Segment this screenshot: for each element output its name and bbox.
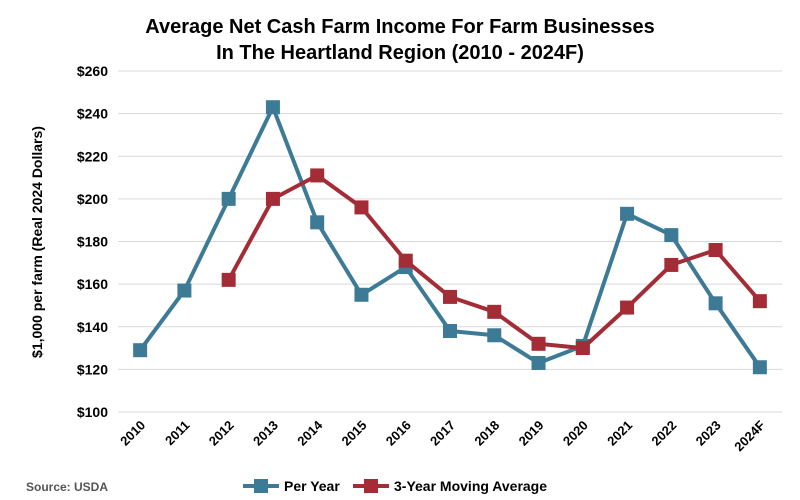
x-tick-label: 2024F bbox=[731, 417, 768, 454]
data-point bbox=[354, 200, 369, 215]
x-tick-label: 2021 bbox=[604, 418, 635, 449]
legend-item-moving-average: 3-Year Moving Average bbox=[353, 478, 547, 494]
data-point bbox=[354, 287, 369, 302]
x-tick-label: 2019 bbox=[516, 418, 547, 449]
series bbox=[133, 100, 767, 375]
legend-marker-per-year bbox=[254, 479, 268, 493]
legend: Per Year 3-Year Moving Average bbox=[243, 478, 547, 494]
x-tick-label: 2020 bbox=[560, 418, 591, 449]
x-tick-label: 2016 bbox=[383, 418, 414, 449]
chart-title-line-1: Average Net Cash Farm Income For Farm Bu… bbox=[145, 16, 654, 38]
y-axis-label: $1,000 per farm (Real 2024 Dollars) bbox=[29, 126, 45, 358]
data-point bbox=[620, 300, 635, 315]
x-axis-ticks: 2010 2011 2012 2013 2014 2015 2016 2017 2018 2019… bbox=[117, 417, 768, 454]
data-point bbox=[310, 215, 325, 230]
y-tick-label: $200 bbox=[77, 191, 108, 207]
data-point bbox=[487, 304, 502, 319]
data-point bbox=[265, 100, 280, 115]
data-point bbox=[443, 289, 457, 304]
data-point bbox=[664, 228, 679, 243]
y-tick-label: $100 bbox=[77, 404, 108, 420]
chart-title-line-2: In The Heartland Region (2010 - 2024F) bbox=[216, 42, 584, 64]
data-point bbox=[310, 168, 325, 183]
data-point bbox=[265, 191, 280, 206]
data-point bbox=[398, 253, 413, 268]
data-point bbox=[752, 360, 767, 375]
data-point bbox=[487, 328, 502, 343]
y-tick-label: $220 bbox=[77, 148, 108, 164]
y-tick-label: $240 bbox=[77, 106, 108, 122]
x-tick-label: 2023 bbox=[693, 418, 724, 449]
x-tick-label: 2010 bbox=[117, 418, 148, 449]
x-tick-label: 2013 bbox=[250, 418, 281, 449]
y-tick-label: $260 bbox=[77, 63, 108, 79]
grid-lines bbox=[118, 70, 782, 413]
legend-item-per-year: Per Year bbox=[243, 478, 340, 494]
data-point bbox=[221, 191, 236, 206]
y-tick-label: $140 bbox=[77, 319, 108, 335]
series-3-year-moving-average bbox=[221, 168, 767, 356]
x-tick-label: 2015 bbox=[339, 418, 370, 449]
data-point bbox=[531, 336, 546, 351]
legend-label-per-year: Per Year bbox=[284, 478, 340, 494]
legend-label-moving-average: 3-Year Moving Average bbox=[394, 478, 547, 494]
x-tick-label: 2018 bbox=[471, 418, 502, 449]
data-point bbox=[133, 343, 148, 358]
data-point bbox=[664, 257, 679, 272]
data-point bbox=[752, 294, 767, 309]
x-tick-label: 2012 bbox=[206, 418, 237, 449]
y-tick-label: $180 bbox=[77, 234, 108, 250]
series-per-year bbox=[133, 100, 767, 375]
x-tick-label: 2017 bbox=[427, 418, 458, 449]
data-point bbox=[708, 296, 723, 311]
y-axis-ticks: $100 $120 $140 $160 $180 $200 $220 $240 $260 bbox=[77, 63, 108, 420]
y-tick-label: $120 bbox=[77, 361, 108, 377]
source-note: Source: USDA bbox=[26, 480, 108, 494]
x-tick-label: 2022 bbox=[648, 418, 679, 449]
data-point bbox=[443, 324, 457, 339]
y-tick-label: $160 bbox=[77, 276, 108, 292]
x-tick-label: 2011 bbox=[162, 418, 193, 449]
data-point bbox=[221, 272, 236, 287]
data-point bbox=[177, 283, 192, 298]
data-point bbox=[575, 341, 590, 356]
data-point bbox=[531, 355, 546, 370]
legend-marker-moving-average bbox=[364, 479, 378, 493]
data-point bbox=[620, 206, 635, 221]
x-tick-label: 2014 bbox=[294, 417, 326, 449]
data-point bbox=[708, 243, 723, 258]
